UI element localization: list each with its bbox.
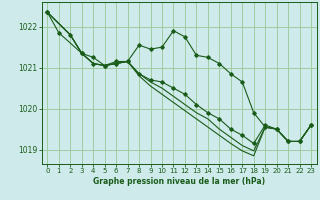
X-axis label: Graphe pression niveau de la mer (hPa): Graphe pression niveau de la mer (hPa): [93, 177, 265, 186]
